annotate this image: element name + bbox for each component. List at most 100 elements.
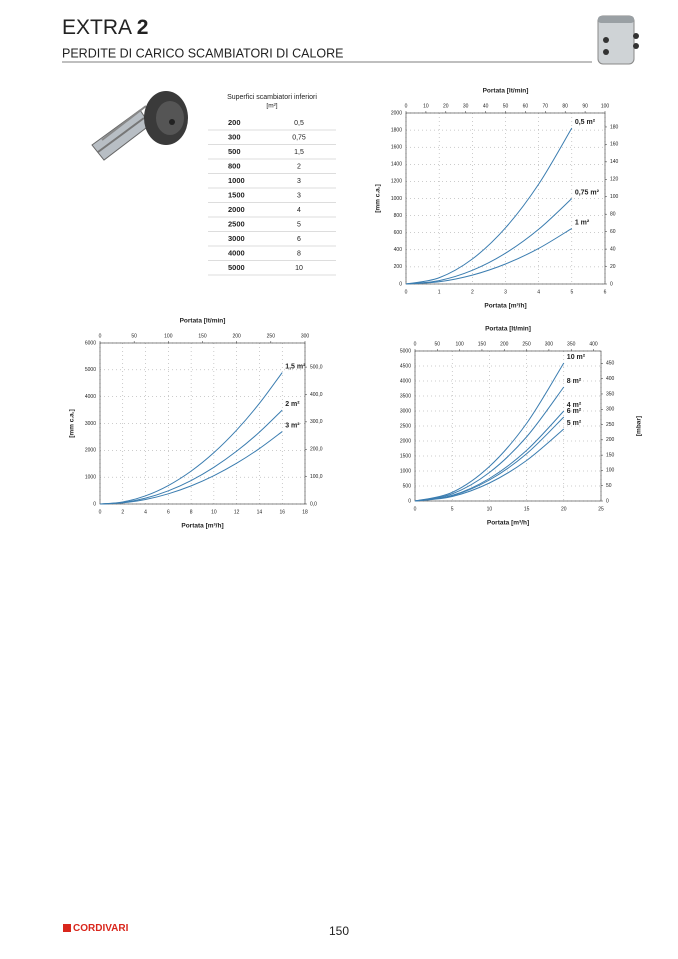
y-tick-label: 3500 — [400, 393, 411, 399]
brand: CORDIVARI — [73, 923, 129, 934]
x2-tick-label: 40 — [483, 103, 489, 109]
y2-tick-label: 80 — [610, 212, 616, 218]
y-tick-label: 1800 — [391, 127, 402, 133]
x2-tick-label: 100 — [164, 333, 173, 339]
y2-tick-label: 150 — [606, 452, 615, 458]
y2-tick-label: 0 — [606, 498, 609, 504]
x2-tick-label: 10 — [423, 103, 429, 109]
y-tick-label: 1000 — [400, 468, 411, 474]
x2-tick-label: 0 — [414, 341, 417, 347]
series-label: 0,5 m² — [575, 119, 596, 126]
x2-tick-label: 100 — [601, 103, 610, 109]
x-tick-label: 0 — [414, 506, 417, 512]
y-tick-label: 600 — [394, 230, 403, 236]
x-tick-label: 10 — [211, 509, 217, 515]
x-tick-label: 14 — [257, 509, 263, 515]
y-tick-label: 2000 — [85, 448, 96, 454]
y-axis-label: [mm c.a.] — [69, 409, 76, 438]
x2-tick-label: 100 — [455, 341, 464, 347]
x-tick-label: 1 — [438, 289, 441, 295]
x2-tick-label: 0 — [405, 103, 408, 109]
table-cell: 1,5 — [294, 149, 304, 156]
y2-tick-label: 100 — [606, 468, 615, 474]
x2-tick-label: 250 — [522, 341, 531, 347]
x-tick-label: 18 — [302, 509, 308, 515]
x2-tick-label: 70 — [543, 103, 549, 109]
x2-tick-label: 250 — [267, 333, 276, 339]
y-tick-label: 500 — [403, 483, 412, 489]
y-tick-label: 1600 — [391, 145, 402, 151]
y-tick-label: 3000 — [400, 408, 411, 414]
product-image — [597, 15, 639, 65]
x-tick-label: 25 — [598, 506, 604, 512]
y2-tick-label: 50 — [606, 483, 612, 489]
table-cell: 800 — [228, 161, 241, 170]
series-label: 2 m² — [285, 401, 300, 408]
table-cell: 0,5 — [294, 120, 304, 127]
y-tick-label: 1000 — [85, 474, 96, 480]
y2-tick-label: 350 — [606, 391, 615, 397]
chart: 0500100015002000250030003500400045005000… — [400, 326, 643, 527]
x-axis-label: Portata [m³/h] — [181, 523, 223, 530]
series-label: 8 m² — [567, 378, 582, 385]
y-tick-label: 0 — [408, 498, 411, 504]
series-label: 0,75 m² — [575, 189, 600, 196]
y-axis-label: [mm c.a.] — [375, 184, 382, 213]
subtitle: PERDITE DI CARICO SCAMBIATORI DI CALORE — [62, 46, 344, 60]
y2-tick-label: 450 — [606, 361, 615, 367]
table-unit: [m²] — [266, 103, 277, 110]
x-tick-label: 0 — [99, 509, 102, 515]
x2-tick-label: 200 — [232, 333, 241, 339]
y-tick-label: 0 — [93, 501, 96, 507]
series-line — [405, 198, 573, 285]
x2-tick-label: 350 — [567, 341, 576, 347]
series-label: 5 m² — [567, 420, 582, 427]
y-tick-label: 200 — [394, 264, 403, 270]
y2-tick-label: 250 — [606, 422, 615, 428]
x-tick-label: 4 — [537, 289, 540, 295]
table-cell: 500 — [228, 147, 241, 156]
x-tick-label: 6 — [604, 289, 607, 295]
table-cell: 6 — [297, 236, 301, 243]
table-cell: 5000 — [228, 263, 245, 272]
table-cell: 4000 — [228, 248, 245, 257]
y2-tick-label: 60 — [610, 229, 616, 235]
series-line — [405, 127, 573, 285]
table-cell: 2500 — [228, 219, 245, 228]
y2-tick-label: 200 — [606, 437, 615, 443]
table-cell: 10 — [295, 265, 303, 272]
y-tick-label: 0 — [399, 281, 402, 287]
table-cell: 300 — [228, 132, 241, 141]
y2-axis-label: [mbar] — [636, 416, 643, 436]
x2-tick-label: 400 — [589, 341, 598, 347]
table-cell: 3 — [297, 192, 301, 199]
table-cell: 2000 — [228, 205, 245, 214]
y-tick-label: 800 — [394, 213, 403, 219]
y-tick-label: 2000 — [391, 110, 402, 116]
y-tick-label: 5000 — [400, 348, 411, 354]
series-line — [99, 431, 283, 505]
x2-tick-label: 50 — [131, 333, 137, 339]
y-tick-label: 5000 — [85, 367, 96, 373]
table-cell: 8 — [297, 250, 301, 257]
series-line — [405, 227, 573, 285]
x2-tick-label: 200 — [500, 341, 509, 347]
series-line — [414, 428, 565, 502]
y2-tick-label: 400 — [606, 376, 615, 382]
series-label: 1,5 m² — [285, 363, 306, 370]
series-label: 10 m² — [567, 354, 586, 361]
x-tick-label: 0 — [405, 289, 408, 295]
y2-tick-label: 120 — [610, 177, 619, 183]
y2-tick-label: 160 — [610, 142, 619, 148]
x2-tick-label: 300 — [545, 341, 554, 347]
y-tick-label: 1500 — [400, 453, 411, 459]
series-line — [99, 409, 283, 505]
series-label: 4 m² — [567, 402, 582, 409]
x-tick-label: 20 — [561, 506, 567, 512]
table-header: Superfici scambiatori inferiori — [227, 94, 317, 101]
x-tick-label: 10 — [487, 506, 493, 512]
x-tick-label: 2 — [121, 509, 124, 515]
y2-tick-label: 100,0 — [310, 474, 323, 480]
